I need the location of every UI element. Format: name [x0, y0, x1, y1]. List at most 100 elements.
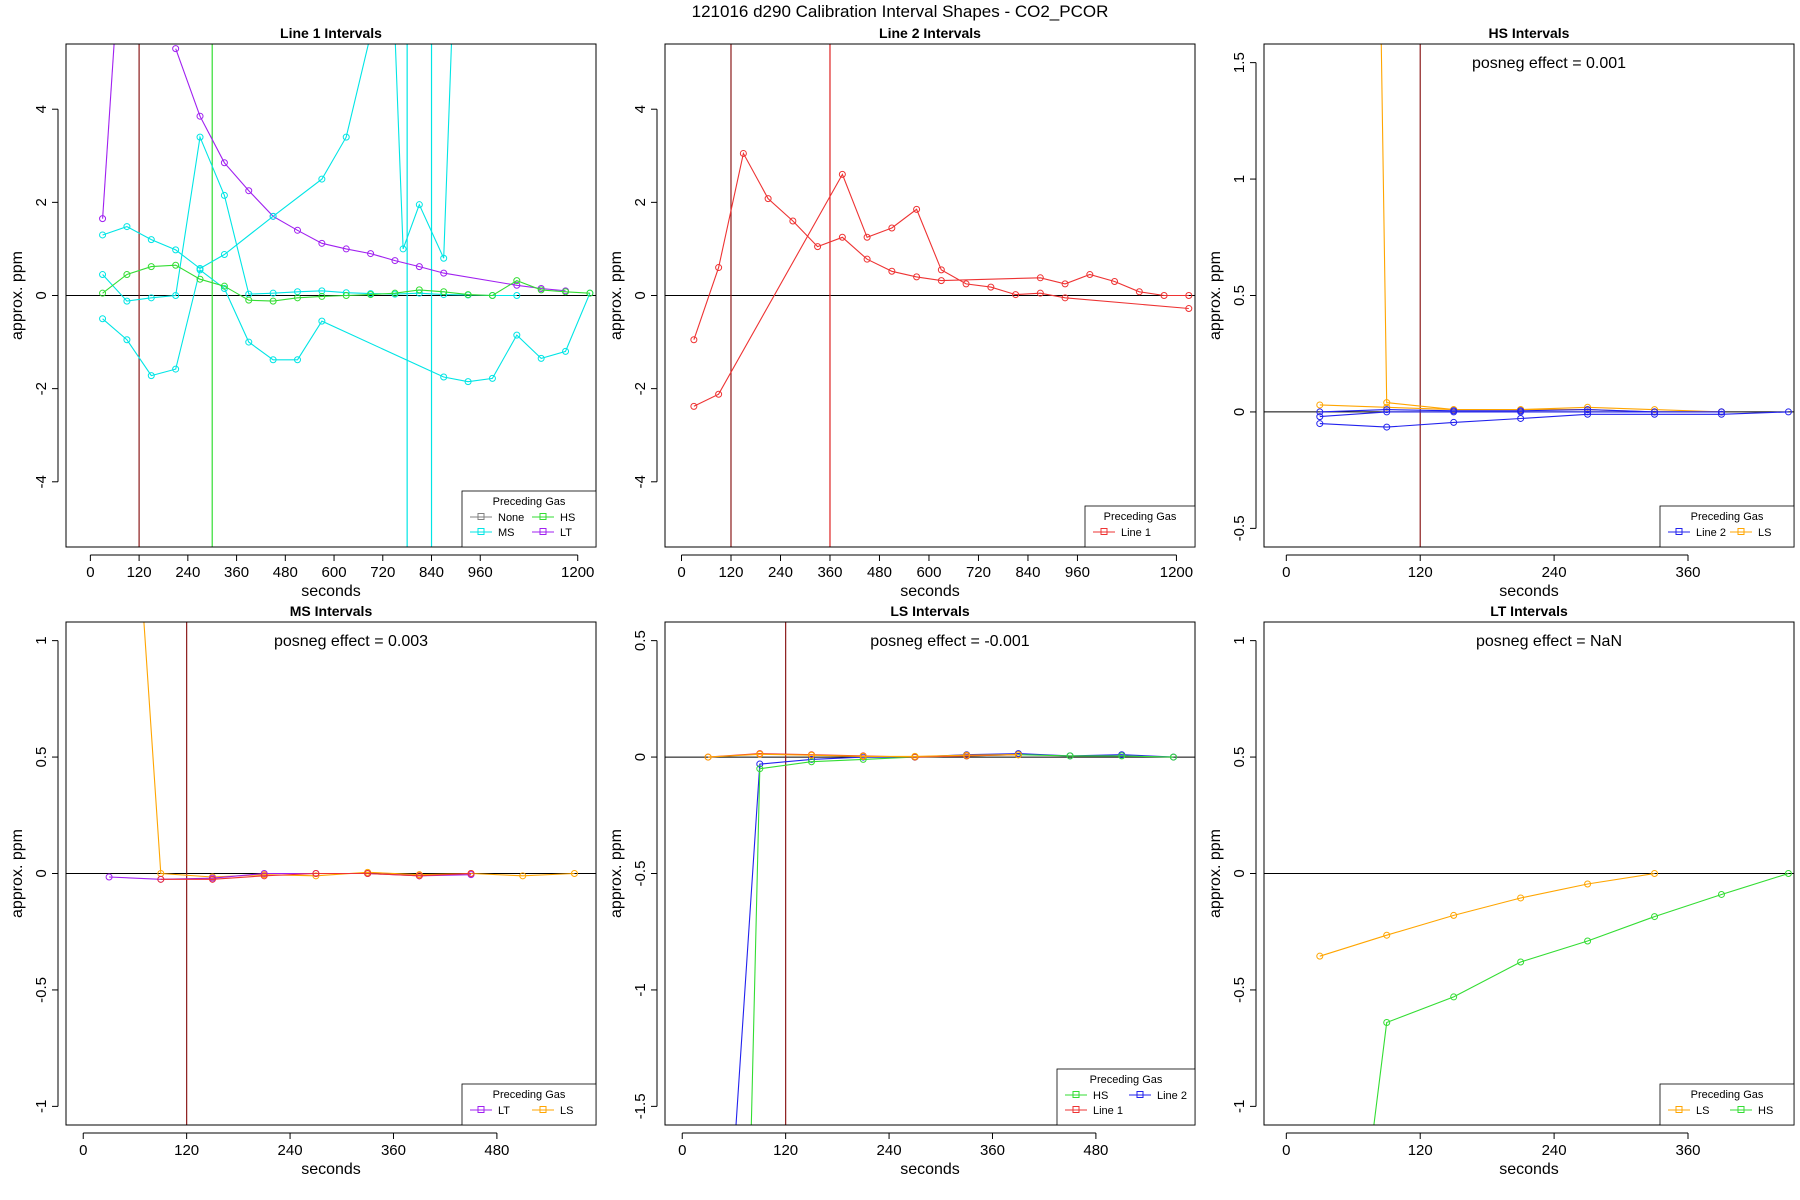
legend-swatch-marker [539, 528, 547, 535]
data-point [342, 133, 350, 141]
x-tick-label: 960 [1065, 564, 1090, 581]
data-point [440, 288, 448, 296]
data-point [756, 765, 764, 773]
y-tick-label: -0.5 [33, 977, 50, 1003]
x-tick-label: 240 [278, 1142, 303, 1159]
plot-area [665, 622, 1195, 1133]
data-point [1383, 399, 1391, 407]
legend-entry-hs: HS [532, 512, 575, 524]
y-tick-label: 1 [1231, 175, 1248, 183]
data-point [1584, 880, 1592, 888]
data-point [415, 201, 423, 209]
data-point [513, 281, 521, 289]
x-tick-label: 600 [322, 564, 347, 581]
panel-title: MS Intervals [290, 603, 373, 619]
series-ms [99, 266, 594, 386]
x-tick-label: 360 [980, 1142, 1005, 1159]
data-point [488, 374, 496, 382]
legend-swatch-marker [477, 528, 485, 535]
data-point [888, 224, 896, 232]
data-point [220, 191, 228, 199]
data-point [196, 133, 204, 141]
data-point [367, 291, 375, 299]
plot-frame [1263, 43, 1795, 548]
y-tick-label: -1 [632, 983, 649, 996]
data-point [318, 317, 326, 325]
data-point [318, 292, 326, 300]
data-point [733, 1127, 739, 1133]
data-point [1517, 407, 1525, 415]
plot-area [1264, 44, 1794, 547]
data-point [911, 752, 919, 760]
panel-p3: HS Intervals 0 120 240 360 seconds -0.5 0 0.5 1 1.… [1207, 25, 1795, 600]
data-point [1086, 271, 1094, 279]
data-point [704, 753, 712, 761]
legend-swatch-marker [1136, 1091, 1144, 1098]
legend: Preceding Gas None HS MS LT [461, 490, 597, 548]
x-axis-label: seconds [1499, 583, 1559, 600]
data-point [123, 223, 131, 231]
legend-label: LS [1758, 527, 1771, 539]
y-axis-label: approx. ppm [608, 251, 625, 340]
series-line-2 [1316, 406, 1725, 416]
data-point [748, 1127, 754, 1133]
data-point [312, 872, 320, 880]
panel-p6: LT Intervals 0 120 240 360 seconds -1 -0.5 0 0.5 1… [1207, 603, 1795, 1178]
data-point [1517, 958, 1525, 966]
data-point [1651, 406, 1659, 414]
data-point [488, 292, 496, 299]
data-point [440, 269, 448, 277]
data-point [391, 257, 399, 265]
data-point [245, 338, 253, 346]
series-line [160, 872, 472, 880]
y-axis-label: approx. ppm [9, 829, 26, 918]
legend-swatch-marker [477, 1106, 485, 1113]
y-tick-label: 0 [632, 753, 649, 761]
series-line-1 [690, 149, 1193, 344]
data-point [756, 760, 764, 768]
data-point [562, 347, 570, 355]
legend-box [461, 1083, 597, 1126]
y-tick-label: -2 [33, 382, 50, 395]
data-point [513, 331, 521, 339]
y-tick-label: 4 [632, 105, 649, 113]
y-tick-label: 0 [33, 291, 50, 299]
x-tick-label: 240 [877, 1142, 902, 1159]
figure-title: 121016 d290 Calibration Interval Shapes … [691, 2, 1109, 21]
data-point [562, 288, 570, 296]
data-point [293, 356, 301, 364]
legend-title: Preceding Gas [1090, 1074, 1163, 1086]
panel-title: LT Intervals [1490, 603, 1568, 619]
series-line [102, 44, 369, 270]
data-point [1316, 401, 1324, 409]
data-point [937, 277, 945, 285]
legend-label: Line 1 [1121, 527, 1151, 539]
series-ls [704, 750, 1022, 761]
y-axis: -4 -2 0 2 4 approx. ppm [608, 105, 658, 488]
data-point [1383, 423, 1391, 431]
x-tick-label: 720 [370, 564, 395, 581]
data-point [808, 751, 816, 759]
x-tick-label: 240 [1542, 564, 1567, 581]
legend-entry-lt: LT [470, 1105, 510, 1117]
annotation: posneg effect = -0.001 [870, 633, 1029, 650]
series-hs [1373, 870, 1792, 1125]
series-line [102, 268, 591, 383]
data-point [690, 336, 698, 344]
x-tick-label: 840 [1015, 564, 1040, 581]
data-point [1383, 403, 1391, 411]
y-tick-label: -0.5 [1231, 977, 1248, 1003]
legend-entry-hs: HS [1730, 1105, 1773, 1117]
legend-label: Line 1 [1093, 1105, 1123, 1117]
data-point [1517, 894, 1525, 902]
legend-swatch-marker [477, 513, 485, 520]
legend-label: LS [1696, 1105, 1709, 1117]
data-point [1450, 407, 1458, 415]
series-line [102, 44, 115, 219]
data-point [399, 245, 407, 253]
legend-swatch-marker [1675, 1106, 1683, 1113]
